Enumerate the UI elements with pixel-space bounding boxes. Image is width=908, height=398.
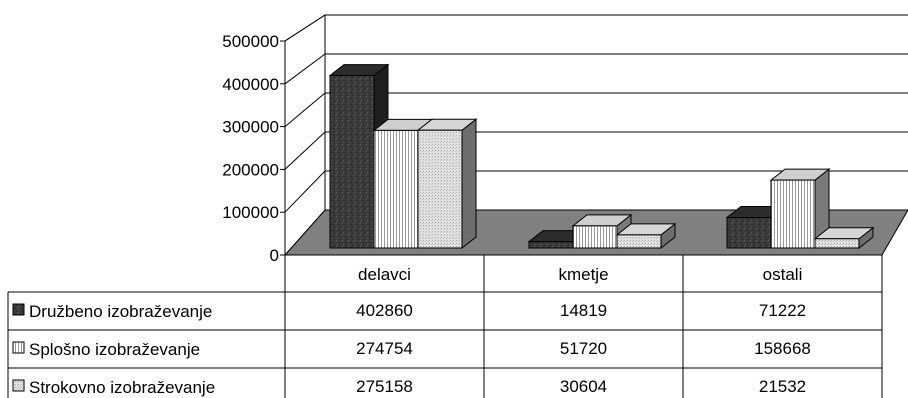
gridline [284,14,908,42]
y-tick-label: 300000 [222,118,279,137]
gridline [284,92,908,127]
bar-front [373,129,419,249]
gridline [284,170,908,213]
bar [571,213,633,250]
bar-front [572,225,618,249]
data-label: 30604 [560,377,607,396]
gridline [284,53,908,85]
legend-label: Družbeno izobraževanje [29,302,212,321]
data-label: 51720 [560,339,607,358]
bar-front [770,179,816,249]
bar-front [616,234,662,249]
data-table: delavci kmetje ostali Družbeno izobraževanj… [7,254,883,398]
data-label: 71222 [759,301,806,320]
legend-label: Splošno izobraževanje [29,340,200,359]
y-axis: 500000 400000 300000 200000 100000 0 [222,32,286,265]
bar-front [329,75,375,249]
legend-swatch [12,379,25,392]
data-label: 402860 [356,301,413,320]
data-label: 274754 [356,339,413,358]
legend-swatch [12,341,25,354]
bar [769,168,831,250]
bar-front [528,241,574,249]
x-category-label: kmetje [558,265,608,284]
bar [416,118,478,250]
bar [813,226,875,250]
x-category-label: ostali [763,265,803,284]
y-tick-label: 500000 [222,32,279,51]
data-label: 158668 [754,339,811,358]
y-tick-label: 200000 [222,160,279,179]
bar-side [461,118,477,250]
legend-label: Strokovno izobraževanje [29,378,215,397]
bar [615,222,677,250]
data-label: 21532 [759,377,806,396]
y-tick-label: 400000 [222,75,279,94]
y-tick-label: 100000 [222,203,279,222]
y-tick-label: 0 [270,246,279,265]
bar-front [814,238,860,249]
gridline [284,131,908,170]
x-category-label: delavci [358,265,411,284]
bar-front [417,129,463,249]
bar-front [726,217,772,249]
legend-swatch [12,303,25,316]
data-label: 14819 [560,301,607,320]
bars [328,63,875,250]
data-label: 275158 [356,377,413,396]
